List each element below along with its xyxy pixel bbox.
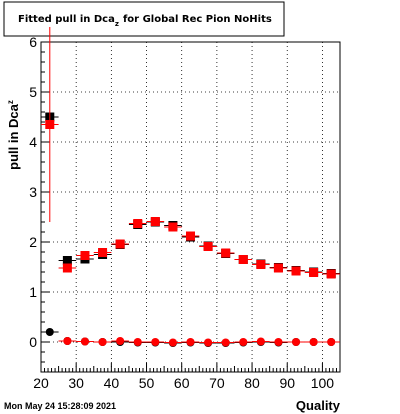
y-tick-label: 3	[29, 184, 37, 200]
data-point-circle	[239, 338, 248, 346]
data-point-circle	[256, 337, 265, 346]
y-axis-label: pull in Dcaz	[6, 100, 21, 170]
data-point-square	[203, 242, 213, 251]
chart-title-box: Fitted pull in Dcaz for Global Rec Pion N…	[3, 1, 285, 37]
data-point-circle	[186, 338, 195, 346]
data-point-circle	[45, 328, 54, 336]
data-point-square	[238, 255, 248, 264]
x-tick-label: 20	[33, 375, 49, 391]
y-tick-label: 4	[29, 134, 37, 150]
data-point-square	[62, 256, 72, 265]
data-layer	[41, 27, 340, 347]
x-tick-label: 70	[209, 375, 225, 391]
x-tick-label: 80	[244, 375, 260, 391]
data-point-circle	[221, 338, 230, 347]
y-tick-label: 6	[29, 34, 37, 50]
x-tick-label: 60	[174, 375, 190, 391]
x-tick-label: 90	[279, 375, 295, 391]
data-point-circle	[80, 337, 89, 346]
data-point-square	[80, 251, 90, 260]
data-point-circle	[133, 338, 142, 346]
chart-title: Fitted pull in Dca	[18, 14, 115, 25]
data-point-square	[186, 231, 195, 241]
chart-title-subscript: z	[115, 20, 119, 28]
timestamp: Mon May 24 15:28:09 2021	[4, 401, 116, 411]
data-point-square	[221, 248, 231, 258]
x-axis-label: Quality	[296, 398, 341, 413]
data-point-square	[256, 260, 266, 269]
data-point-square	[115, 239, 125, 249]
data-point-square	[62, 263, 72, 273]
x-tick-label: 50	[139, 375, 155, 391]
data-point-circle	[63, 337, 72, 345]
x-tick-label: 30	[68, 375, 84, 391]
data-point-square	[168, 222, 178, 232]
y-tick-label: 2	[29, 234, 37, 250]
y-tick-label: 1	[29, 284, 37, 300]
x-tick-label: 40	[104, 375, 120, 391]
data-point-circle	[327, 338, 336, 346]
data-point-square	[273, 263, 283, 273]
data-point-circle	[292, 338, 301, 346]
data-point-square	[326, 269, 336, 279]
chart-title-suffix: for Global Rec Pion NoHits	[123, 14, 272, 25]
data-point-circle	[204, 338, 213, 347]
data-point-circle	[309, 338, 318, 346]
data-point-square	[150, 217, 160, 226]
data-point-square	[45, 120, 55, 129]
data-point-circle	[274, 338, 283, 346]
data-point-square	[98, 248, 108, 257]
x-tick-label: 100	[311, 375, 335, 391]
data-point-square	[291, 266, 301, 276]
axes: 20 30 40 50 60 70 80 90 100 0 1 2 3 4 5 6	[29, 34, 337, 391]
data-point-circle	[168, 338, 177, 347]
data-point-square	[133, 219, 143, 228]
y-tick-label: 5	[29, 84, 37, 100]
data-point-circle	[116, 337, 125, 345]
plot-area	[40, 41, 341, 373]
data-point-square	[309, 268, 319, 277]
y-tick-label: 0	[29, 334, 37, 350]
y-axis-label-subscript: z	[6, 100, 15, 104]
data-point-circle	[151, 338, 160, 346]
data-point-circle	[98, 338, 107, 346]
